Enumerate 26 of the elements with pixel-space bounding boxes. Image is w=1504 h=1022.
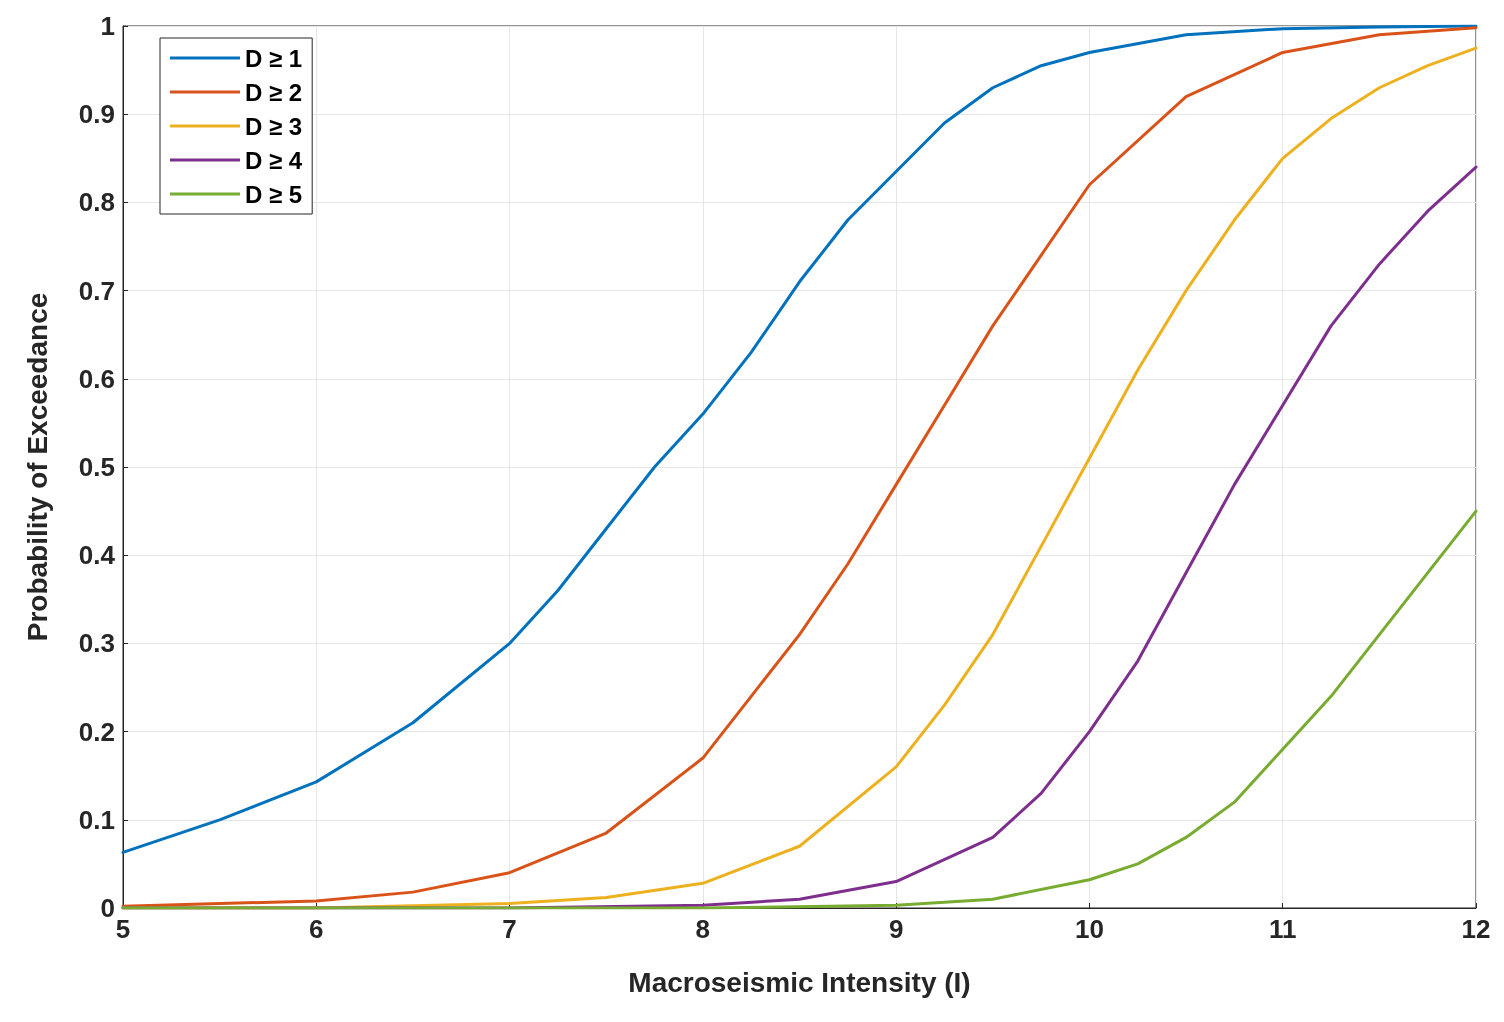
- y-tick-label: 0.1: [78, 804, 115, 835]
- legend-label: D ≥ 3: [245, 112, 303, 140]
- x-tick-label: 7: [502, 914, 517, 944]
- legend-label: D ≥ 5: [245, 180, 303, 208]
- x-tick-label: 10: [1074, 914, 1104, 944]
- legend-label: D ≥ 2: [245, 78, 303, 106]
- y-tick-label: 0.7: [78, 275, 115, 306]
- y-tick-label: 0.9: [78, 99, 115, 130]
- legend-label: D ≥ 1: [245, 44, 303, 72]
- y-tick-label: 0.8: [78, 187, 115, 218]
- x-tick-label: 6: [309, 914, 324, 944]
- y-tick-label: 0.4: [78, 540, 116, 571]
- y-tick-label: 1: [100, 11, 115, 41]
- y-tick-label: 0: [100, 893, 115, 923]
- x-tick-label: 5: [115, 914, 131, 944]
- x-tick-label: 8: [695, 914, 711, 944]
- x-tick-label: 11: [1268, 914, 1297, 944]
- x-tick-label: 9: [888, 914, 904, 944]
- y-tick-label: 0.6: [78, 363, 115, 394]
- y-axis-title: Probability of Exceedance: [21, 292, 53, 642]
- x-axis-title: Macroseismic Intensity (I): [628, 966, 971, 998]
- y-tick-label: 0.2: [78, 716, 115, 747]
- x-tick-label: 12: [1461, 914, 1491, 944]
- y-tick-label: 0.3: [78, 628, 115, 659]
- legend-label: D ≥ 4: [245, 146, 303, 174]
- y-tick-label: 0.5: [78, 452, 115, 482]
